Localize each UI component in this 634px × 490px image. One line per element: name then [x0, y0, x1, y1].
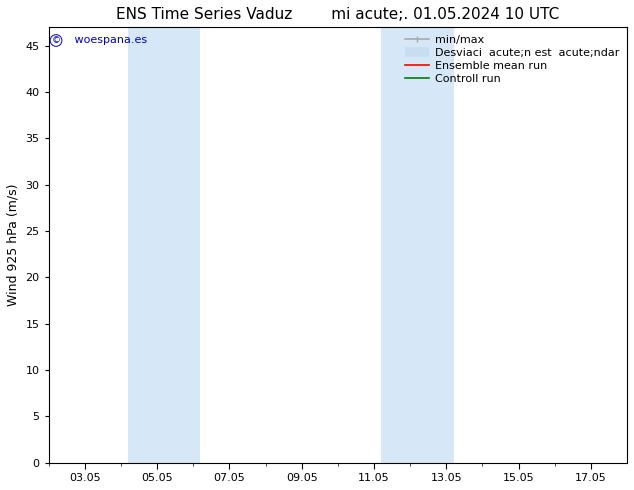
- Title: ENS Time Series Vaduz        mi acute;. 01.05.2024 10 UTC: ENS Time Series Vaduz mi acute;. 01.05.2…: [116, 7, 559, 22]
- Bar: [381, 27, 453, 463]
- Text: ©: ©: [51, 36, 60, 45]
- Text: woespana.es: woespana.es: [70, 35, 146, 45]
- Y-axis label: Wind 925 hPa (m/s): Wind 925 hPa (m/s): [7, 184, 20, 306]
- Bar: [128, 27, 200, 463]
- Legend: min/max, Desviaci  acute;n est  acute;ndar, Ensemble mean run, Controll run: min/max, Desviaci acute;n est acute;ndar…: [403, 33, 621, 86]
